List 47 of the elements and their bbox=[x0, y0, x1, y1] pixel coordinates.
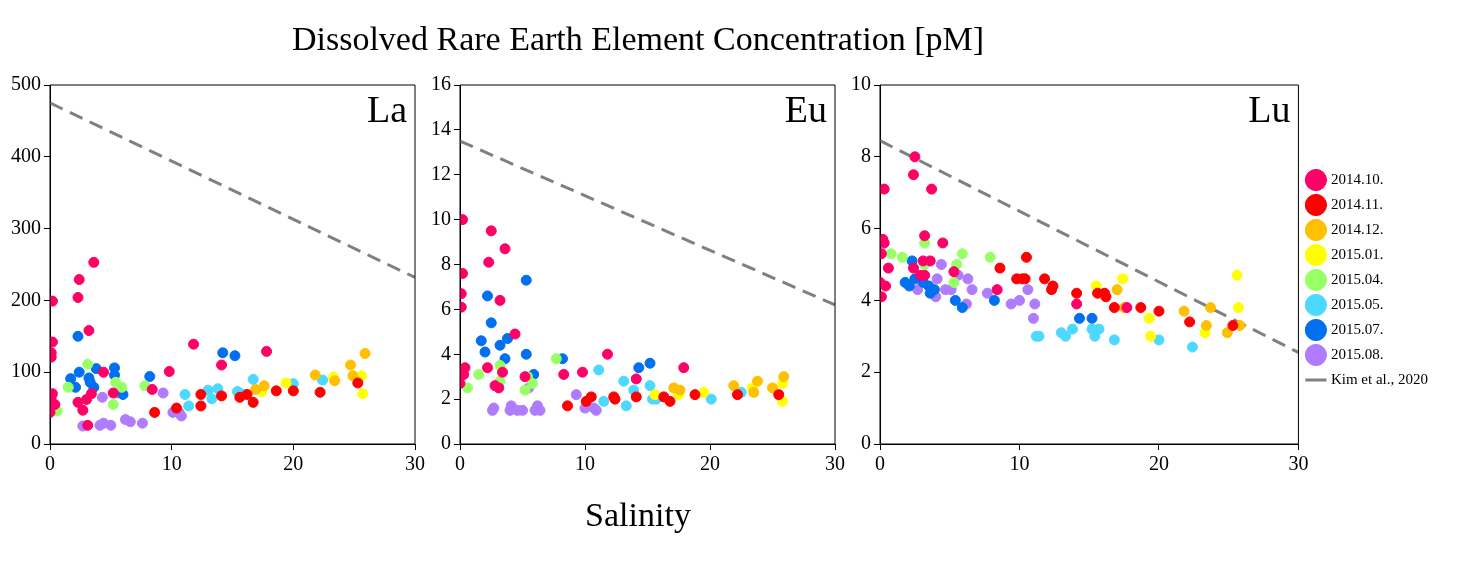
legend-label: 2015.07. bbox=[1330, 320, 1384, 337]
x-tick-label: 0 bbox=[45, 452, 55, 475]
x-tick-label: 0 bbox=[875, 452, 885, 475]
y-tick-label: 10 bbox=[851, 72, 871, 95]
legend-label: 2015.05. bbox=[1330, 295, 1384, 312]
annotation: Lu bbox=[1248, 87, 1291, 130]
y-tick-label: 300 bbox=[11, 215, 41, 238]
x-tick-label: 0 bbox=[455, 452, 465, 475]
y-tick-label: 100 bbox=[11, 359, 41, 382]
legend-label: 2014.12. bbox=[1330, 220, 1384, 237]
x-tick-label: 10 bbox=[1009, 452, 1030, 475]
y-tick-label: 6 bbox=[861, 215, 871, 238]
y-tick-label: 0 bbox=[441, 431, 451, 454]
y-tick-label: 0 bbox=[31, 431, 41, 454]
y-tick-label: 12 bbox=[431, 162, 451, 184]
x-tick-label: 30 bbox=[405, 452, 425, 475]
legend-label: 2015.04. bbox=[1330, 270, 1384, 287]
legend-label: 2014.10. bbox=[1330, 170, 1384, 187]
x-axis-title: Salinity bbox=[585, 496, 691, 534]
y-tick-label: 2 bbox=[441, 386, 451, 409]
legend-label: Kim et al., 2020 bbox=[1330, 370, 1429, 387]
y-tick-label: 4 bbox=[861, 287, 871, 310]
legend-label: 2015.01. bbox=[1330, 245, 1384, 262]
annotation: Eu bbox=[784, 87, 827, 130]
y-tick-label: 4 bbox=[441, 341, 451, 364]
y-tick-label: 8 bbox=[441, 251, 451, 274]
legend-label: 2015.08. bbox=[1330, 345, 1384, 362]
y-tick-label: 0 bbox=[861, 431, 871, 454]
x-tick-label: 20 bbox=[700, 452, 720, 475]
y-tick-label: 8 bbox=[861, 144, 871, 167]
x-tick-label: 30 bbox=[825, 452, 845, 475]
x-tick-label: 20 bbox=[283, 452, 304, 475]
y-tick-label: 16 bbox=[431, 72, 451, 95]
legend-label: 2014.11. bbox=[1330, 195, 1383, 212]
x-tick-label: 20 bbox=[1148, 452, 1169, 475]
y-tick-label: 6 bbox=[441, 296, 451, 319]
y-tick-label: 400 bbox=[11, 144, 41, 167]
x-tick-label: 10 bbox=[161, 452, 182, 475]
annotation: La bbox=[366, 87, 408, 130]
y-tick-label: 200 bbox=[11, 287, 41, 310]
y-tick-label: 2 bbox=[861, 359, 871, 382]
y-tick-label: 10 bbox=[431, 206, 451, 229]
y-tick-label: 500 bbox=[11, 72, 41, 95]
y-tick-label: 14 bbox=[431, 117, 451, 140]
chart-title: Dissolved Rare Earth Element Concentration [pM] bbox=[291, 20, 985, 58]
x-tick-label: 10 bbox=[575, 452, 595, 475]
x-tick-label: 30 bbox=[1288, 452, 1309, 475]
